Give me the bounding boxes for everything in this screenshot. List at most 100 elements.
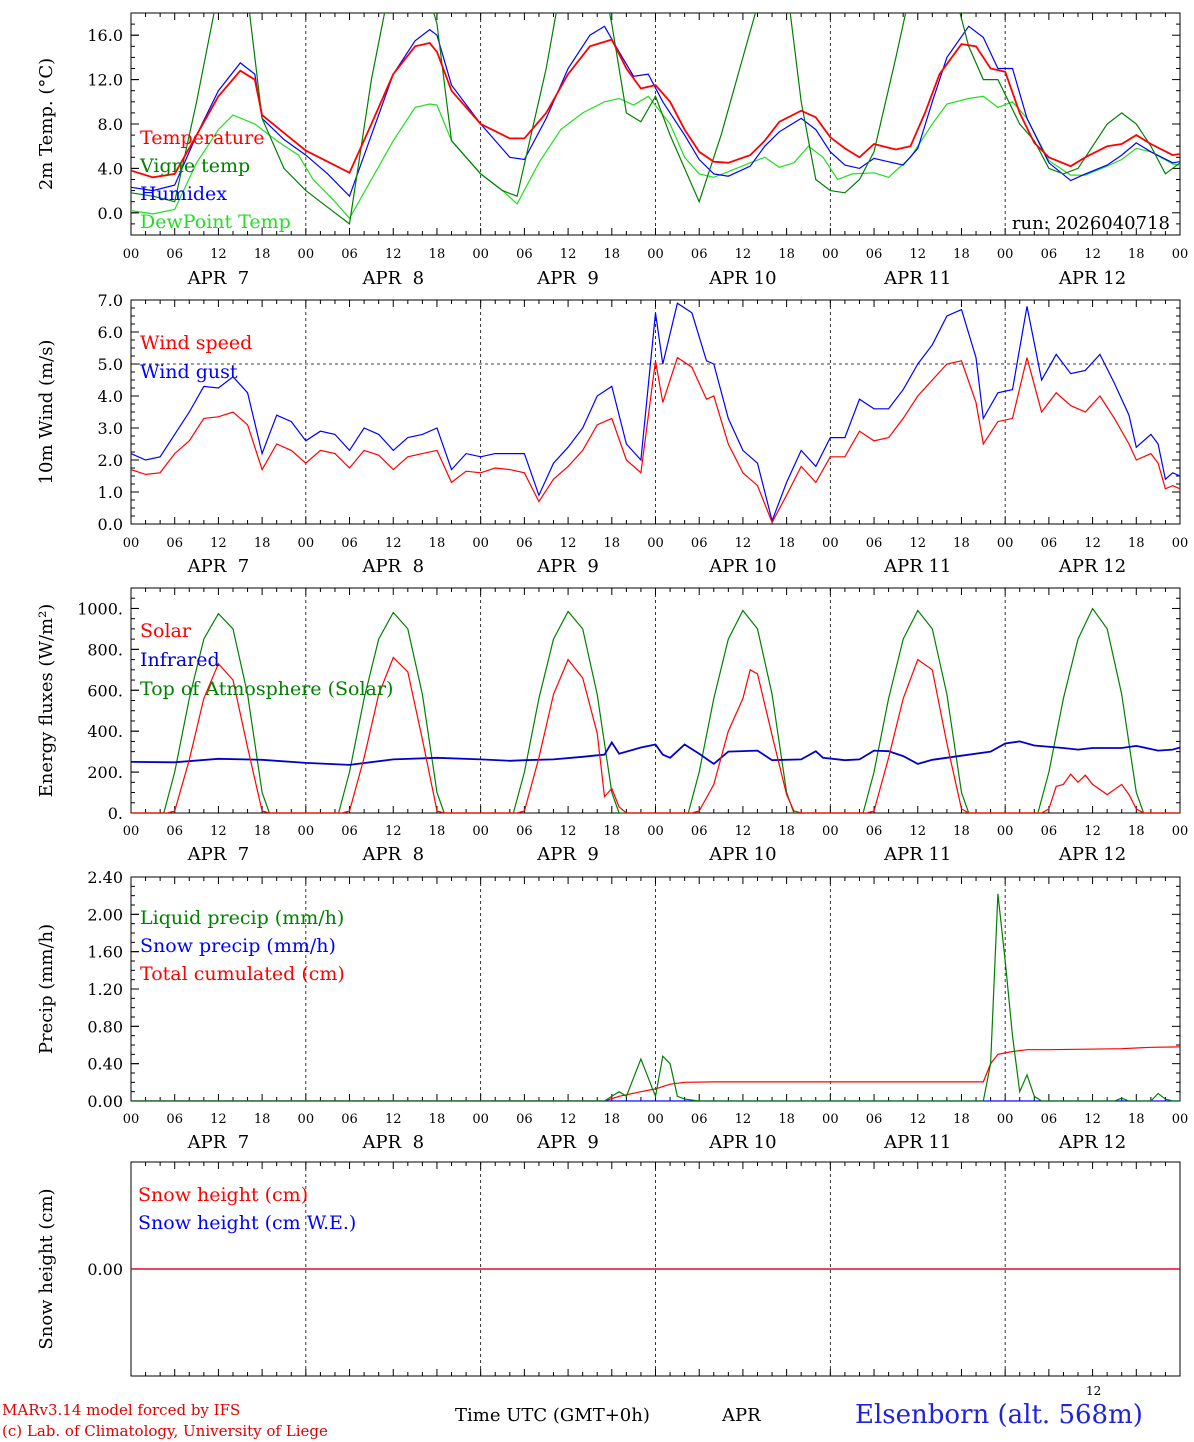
y-tick-label: 16.0 [87,26,123,45]
model-credit-line2: (c) Lab. of Climatology, University of L… [2,1422,328,1440]
x-tick-label: 06 [166,824,183,839]
x-day-label: APR 8 [361,268,424,289]
x-tick-label: 12 [210,247,227,262]
y-axis-title: Snow height (cm) [36,1188,57,1349]
station-title: Elsenborn (alt. 568m) [855,1400,1143,1430]
series-line-solar [131,656,1180,813]
x-tick-label: 00 [298,247,315,262]
x-tick-label: 06 [166,536,183,551]
x-day-label: APR 12 [1058,1132,1126,1153]
y-tick-label: 4.0 [98,387,123,406]
x-tick-label: 00 [822,536,839,551]
x-tick-label: 18 [254,1112,271,1127]
x-tick-label: 06 [341,247,358,262]
x-day-label: APR 11 [883,844,951,865]
y-tick-label: 4.0 [98,159,123,178]
legend-infrared: Infrared [140,649,220,671]
plot-frame [130,587,1181,814]
x-tick-label: 12 [210,824,227,839]
run-annotation: run: 2026040718 [1012,213,1170,234]
month-label: APR [722,1405,761,1426]
y-tick-label: 0.00 [87,1092,123,1111]
x-tick-label: 18 [254,536,271,551]
x-tick-label: 06 [866,1112,883,1127]
x-tick-label: 00 [472,247,489,262]
x-tick-label: 12 [560,824,577,839]
x-day-label: APR 9 [536,556,599,577]
x-tick-label: 18 [778,1112,795,1127]
x-tick-label: 00 [123,247,140,262]
x-tick-label: 06 [1041,536,1058,551]
y-tick-label: 400. [87,722,123,741]
legend-temperature: Temperature [140,127,264,149]
x-tick-label: 06 [691,824,708,839]
x-tick-label: 00 [472,1112,489,1127]
panel-wind: 0.0 1.0 2.0 3.0 4.0 5.0 6.0 7.0 10m Wind (m/s) 00… [36,291,1188,577]
x-tick-label: 00 [1172,247,1189,262]
x-tick-label: 06 [866,536,883,551]
x-tick-label: 00 [647,247,664,262]
x-tick-label: 18 [604,1112,621,1127]
x-day-label: APR 12 [1058,556,1126,577]
x-day-label: APR 10 [708,556,776,577]
x-tick-label: 12 [1084,824,1101,839]
x-tick-label: 18 [1128,247,1145,262]
x-tick-label: 18 [604,247,621,262]
y-tick-label: 5.0 [98,355,123,374]
x-tick-label: 06 [1041,1112,1058,1127]
y-tick-label: 0.80 [87,1017,123,1036]
x-tick-label: 18 [778,247,795,262]
x-tick-label: 12 [735,1112,752,1127]
x-tick-label: 06 [691,247,708,262]
x-tick-label: 12 [560,536,577,551]
legend-wind-speed: Wind speed [140,332,252,354]
x-tick-label: 12 [735,536,752,551]
x-day-label: APR 12 [1058,844,1126,865]
x-tick-label: 18 [1128,536,1145,551]
y-axis-title: Energy fluxes (W/m²) [36,604,57,798]
x-tick-label: 00 [298,536,315,551]
x-tick-label: 12 [560,1112,577,1127]
x-tick-label: 06 [341,1112,358,1127]
x-tick-label: 18 [429,536,446,551]
x-day-label: APR 7 [187,268,250,289]
x-tick-label: 06 [516,1112,533,1127]
x-tick-label: 12 [909,536,926,551]
series-line-humidex [131,25,1180,198]
x-day-label: APR 11 [883,268,951,289]
series-line-dewpoint-temp [131,95,1180,220]
x-tick-label: 12 [210,1112,227,1127]
x-tick-label: 06 [166,247,183,262]
x-day-label: APR 8 [361,556,424,577]
x-tick-label: 00 [822,247,839,262]
x-tick-label: 00 [1172,824,1189,839]
x-tick-label: 12 [1084,1112,1101,1127]
x-tick-label: 12 [560,247,577,262]
x-tick-label: 06 [691,536,708,551]
y-tick-label: 1.60 [87,943,123,962]
x-tick-label: 12 [385,536,402,551]
legend-snow-height-cm: Snow height (cm) [138,1184,308,1206]
series-line-total-cumulated-cm [131,1046,1180,1101]
x-tick-label: 00 [647,824,664,839]
x-day-label: APR 12 [1058,268,1126,289]
x-tick-label: 18 [953,824,970,839]
x-tick-label: 18 [604,536,621,551]
x-tick-label: 18 [953,536,970,551]
legend-liquid-precip-mm-h: Liquid precip (mm/h) [140,907,344,929]
x-tick-label: 12 [210,536,227,551]
x-tick-label: 12 [735,247,752,262]
x-tick-label: 12 [1084,536,1101,551]
y-axis-title: 2m Temp. (°C) [36,58,57,190]
x-tick-label: 06 [1041,824,1058,839]
legend-solar: Solar [140,620,192,642]
x-day-label: APR 10 [708,268,776,289]
x-tick-label: 18 [254,824,271,839]
x-tick-label: 12 [909,247,926,262]
y-tick-label: 1.0 [98,483,123,502]
y-tick-label: 1000. [77,599,123,618]
y-tick-label: 0.00 [87,1260,123,1279]
x-day-label: APR 7 [187,556,250,577]
x-tick-label: 00 [472,536,489,551]
x-tick-label: 00 [997,1112,1014,1127]
